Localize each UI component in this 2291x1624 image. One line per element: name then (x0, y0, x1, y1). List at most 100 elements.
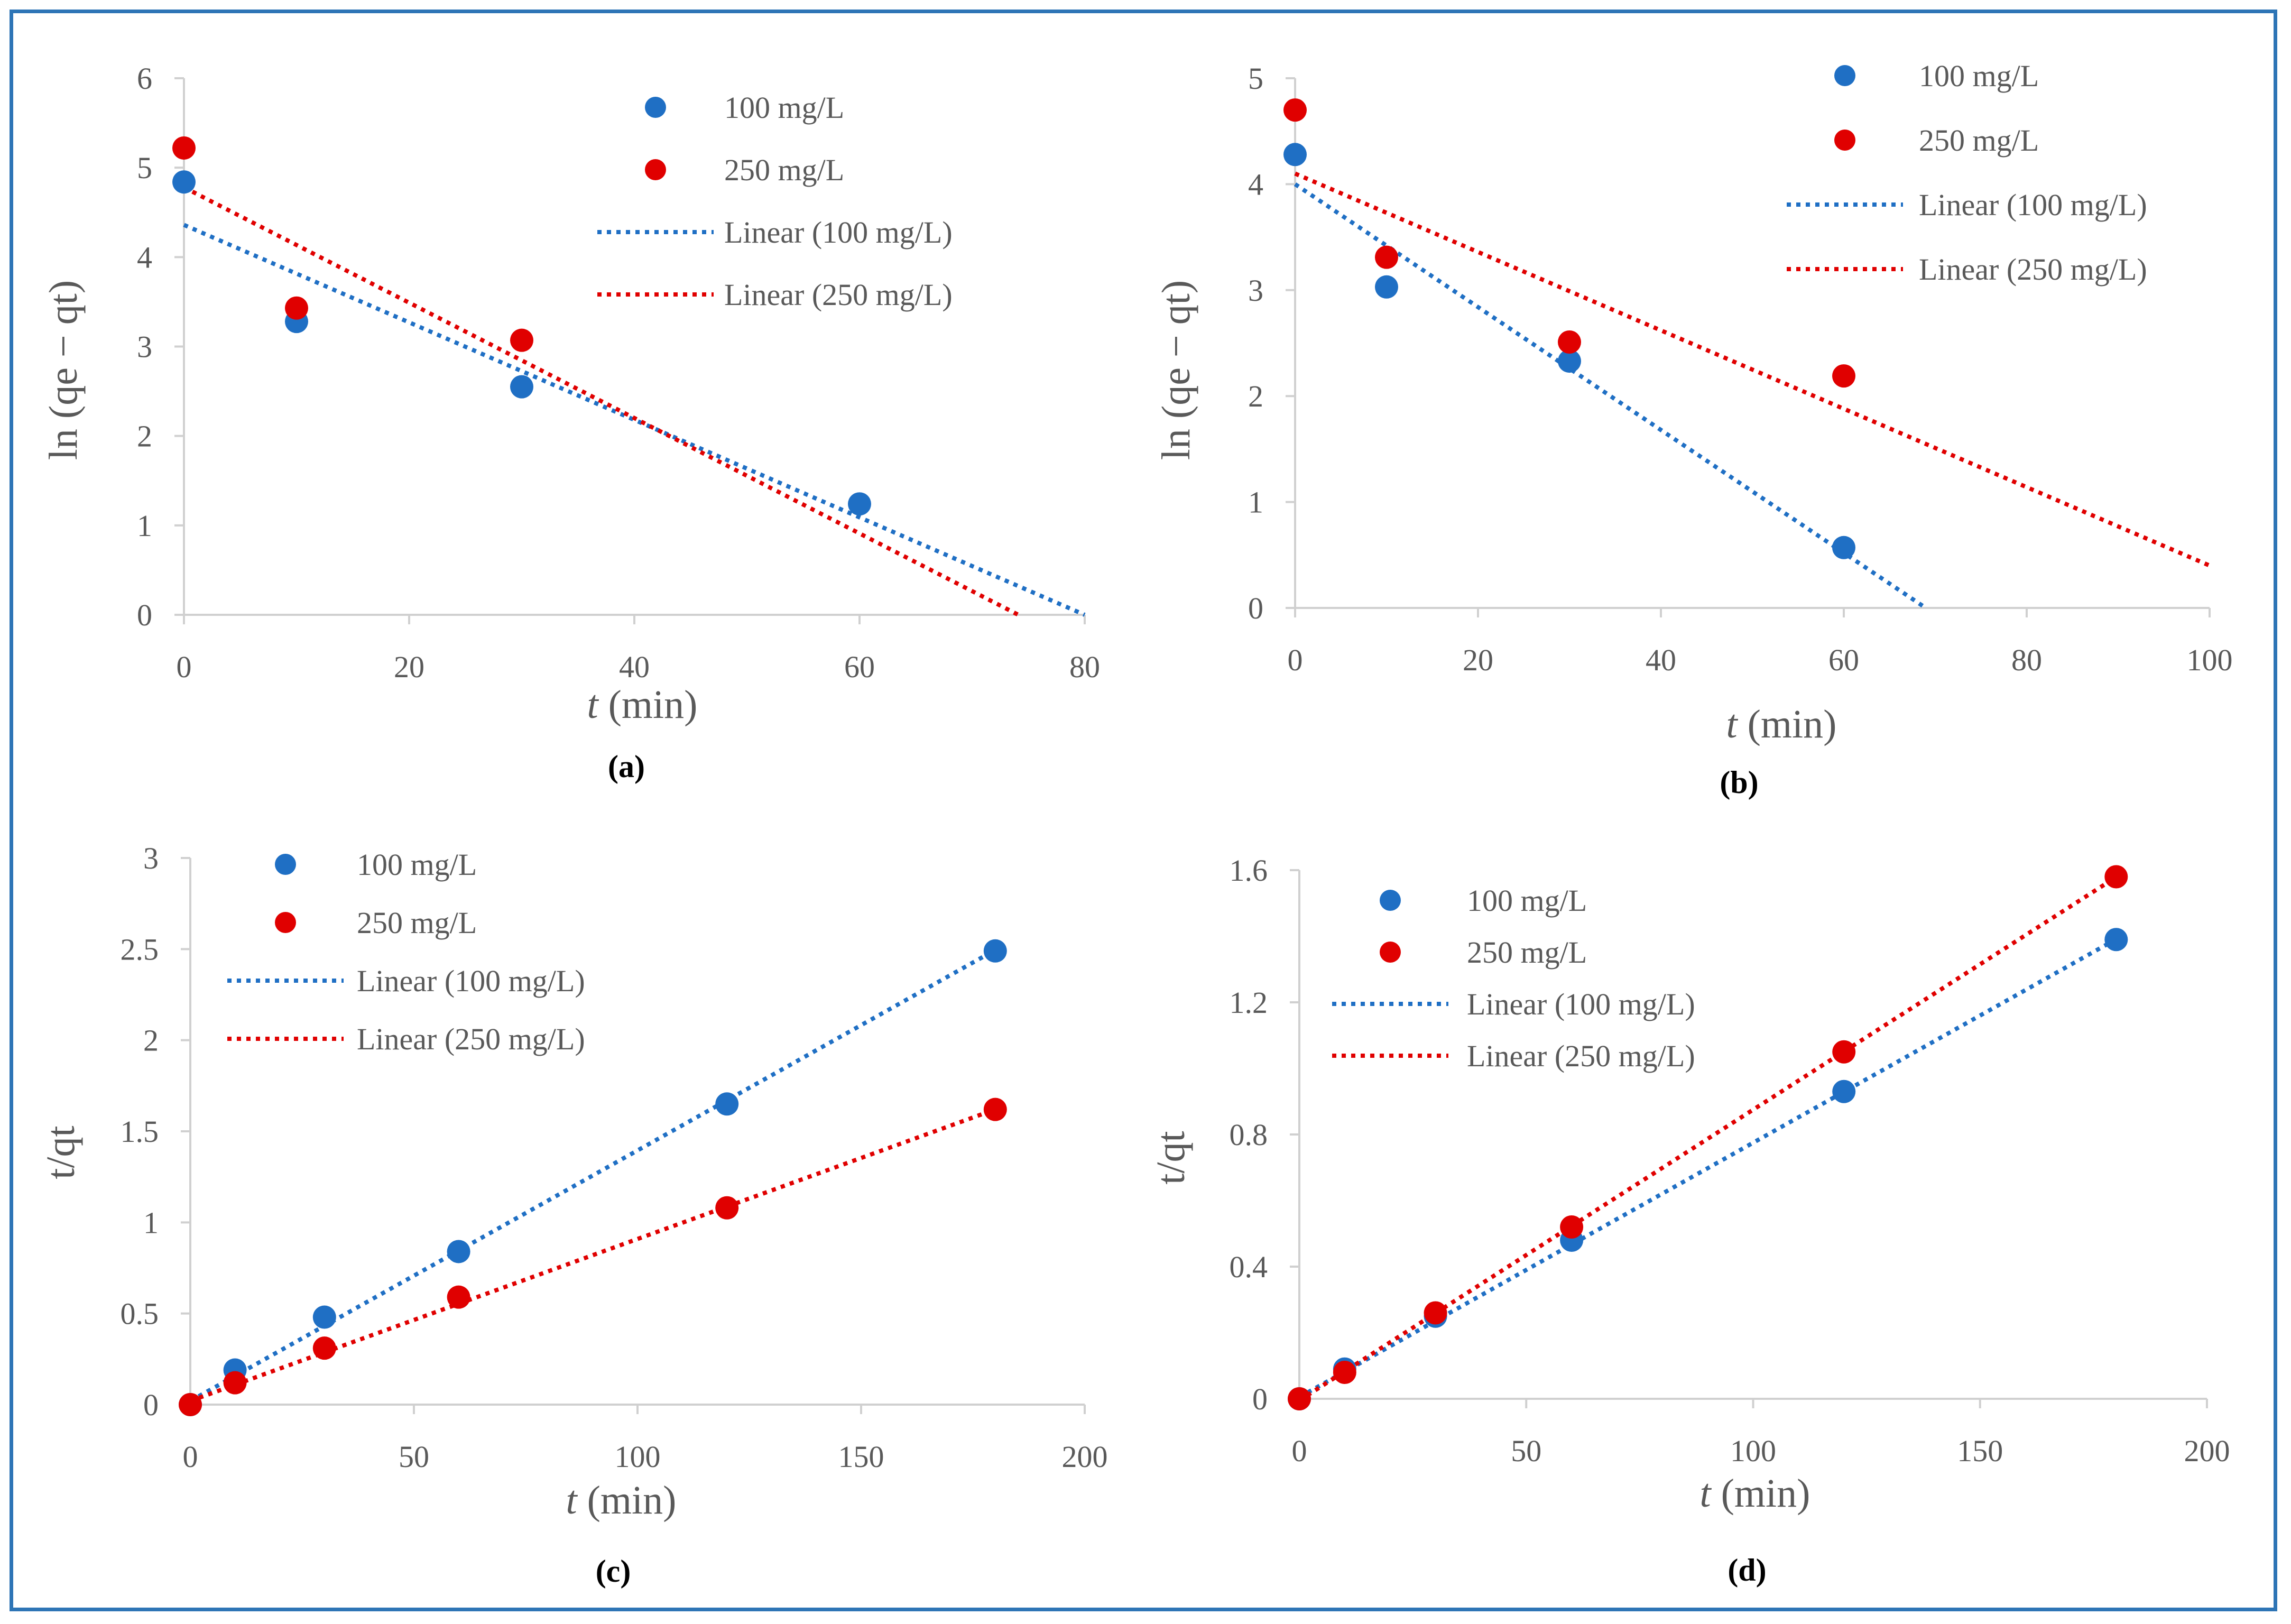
x-axis-label: t (min) (1726, 702, 1837, 746)
legend-label: Linear (100 mg/L) (724, 215, 953, 250)
data-point-100 (1375, 275, 1398, 299)
y-tick-label: 4 (1248, 167, 1263, 201)
legend-marker (275, 854, 296, 875)
data-point-100 (312, 1305, 336, 1329)
y-axis-label: ln (qe − qt) (1154, 280, 1198, 460)
y-tick-label: 1 (137, 509, 152, 543)
trendline-250 (1298, 875, 2118, 1402)
data-point-100 (510, 375, 533, 399)
y-tick-label: 0 (1248, 591, 1263, 625)
y-tick-label: 1 (1248, 485, 1263, 520)
legend-label: Linear (250 mg/L) (1467, 1039, 1695, 1073)
y-tick-label: 6 (137, 61, 152, 96)
data-point-250 (983, 1097, 1007, 1121)
legend-label: Linear (100 mg/L) (1467, 987, 1695, 1021)
data-point-100 (1832, 1079, 1856, 1103)
x-tick-label: 100 (2187, 643, 2233, 677)
y-tick-label: 2.5 (121, 932, 159, 966)
chart-panel-c: 0 50 100 150 200 0 0.5 1 1.5 2 2.5 3 100 mg/L 250 mg/… (39, 841, 1108, 1589)
y-tick-label: 0.4 (1230, 1250, 1268, 1284)
x-tick-label: 0 (1288, 643, 1303, 677)
legend-marker (645, 97, 666, 118)
y-tick-label: 1 (143, 1205, 159, 1240)
y-tick-label: 4 (137, 240, 152, 274)
x-tick-label: 0 (177, 650, 192, 684)
legend-marker (1834, 65, 1855, 86)
x-tick-label: 200 (2184, 1434, 2230, 1468)
data-point-100 (2104, 928, 2128, 952)
data-point-250 (179, 1393, 202, 1416)
legend-label: Linear (250 mg/L) (1919, 252, 2147, 287)
x-tick-label: 80 (2011, 643, 2042, 677)
chart-panel-b: 0 20 40 60 80 100 0 1 2 3 4 5 100 mg/L 250 mg/L Linear… (1154, 59, 2233, 800)
y-tick-label: 0 (143, 1388, 159, 1422)
x-tick-label: 200 (1062, 1440, 1108, 1474)
x-tick-label: 20 (1463, 643, 1493, 677)
data-point-250 (1375, 245, 1398, 269)
data-point-250 (1558, 330, 1581, 354)
y-axis-label: ln (qe − qt) (41, 280, 86, 460)
y-tick-label: 1.5 (121, 1114, 159, 1149)
legend-label: 100 mg/L (1919, 59, 2039, 93)
legend: 100 mg/L 250 mg/L Linear (100 mg/L) Linear … (1787, 59, 2147, 287)
data-point-250 (1283, 98, 1307, 122)
trendline-100 (183, 223, 1086, 617)
trendline-250 (189, 1107, 996, 1403)
legend-marker (645, 159, 666, 180)
panel-caption: (c) (596, 1554, 631, 1589)
panel-caption: (a) (608, 749, 645, 784)
trendline-250 (183, 185, 1020, 617)
x-tick-label: 100 (1730, 1434, 1776, 1468)
y-tick-label: 3 (1248, 273, 1263, 308)
data-point-100 (1558, 349, 1581, 373)
chart-panel-a: 0 20 40 60 80 0 1 2 3 4 5 6 100 mg/L 250 mg/L Linear (… (41, 61, 1100, 784)
y-tick-label: 2 (143, 1023, 159, 1058)
y-tick-label: 3 (137, 330, 152, 364)
data-point-250 (1832, 1040, 1856, 1064)
data-point-250 (1424, 1301, 1447, 1325)
x-axis-label: t (min) (1700, 1471, 1810, 1516)
y-tick-label: 0.5 (121, 1297, 159, 1331)
data-point-250 (1333, 1361, 1356, 1384)
legend-label: Linear (250 mg/L) (357, 1022, 585, 1056)
legend: 100 mg/L 250 mg/L Linear (100 mg/L) Linear … (227, 847, 585, 1056)
y-tick-label: 0 (137, 598, 152, 632)
figure-frame (10, 10, 2277, 1611)
data-point-100 (1832, 536, 1855, 559)
y-tick-label: 1.2 (1230, 985, 1268, 1020)
data-point-250 (312, 1336, 336, 1360)
legend-label: 100 mg/L (724, 90, 844, 125)
data-point-250 (447, 1285, 470, 1309)
legend-label: Linear (100 mg/L) (1919, 188, 2147, 222)
data-point-250 (2104, 865, 2128, 889)
trendline-100 (189, 948, 996, 1403)
legend-marker (1834, 130, 1855, 151)
x-tick-label: 0 (183, 1440, 198, 1474)
x-tick-label: 80 (1069, 650, 1100, 684)
data-point-250 (510, 328, 533, 352)
trendline-100 (1298, 937, 2118, 1399)
legend-label: Linear (100 mg/L) (357, 964, 585, 998)
x-tick-label: 40 (1646, 643, 1676, 677)
data-point-100 (983, 939, 1007, 963)
x-tick-label: 100 (615, 1440, 661, 1474)
y-tick-label: 0 (1252, 1382, 1268, 1416)
x-tick-label: 40 (619, 650, 650, 684)
data-point-250 (715, 1196, 739, 1220)
legend-marker (1380, 890, 1401, 911)
x-tick-label: 0 (1292, 1434, 1307, 1468)
trendline-250 (1294, 171, 2211, 568)
x-tick-label: 60 (844, 650, 875, 684)
legend-marker (275, 912, 296, 933)
y-tick-label: 0.8 (1230, 1118, 1268, 1152)
y-axis-label: t/qt (1149, 1131, 1193, 1184)
data-point-100 (172, 170, 196, 194)
data-point-250 (285, 296, 308, 320)
legend-label: 250 mg/L (1467, 935, 1587, 970)
data-point-100 (848, 492, 871, 516)
y-tick-label: 2 (1248, 379, 1263, 413)
y-tick-label: 5 (137, 151, 152, 185)
y-tick-label: 2 (137, 419, 152, 454)
x-axis-label: t (min) (566, 1478, 677, 1522)
